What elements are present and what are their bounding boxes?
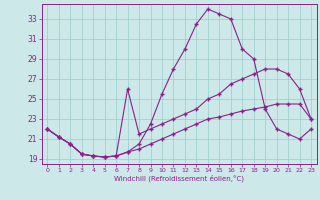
X-axis label: Windchill (Refroidissement éolien,°C): Windchill (Refroidissement éolien,°C) [114,175,244,182]
